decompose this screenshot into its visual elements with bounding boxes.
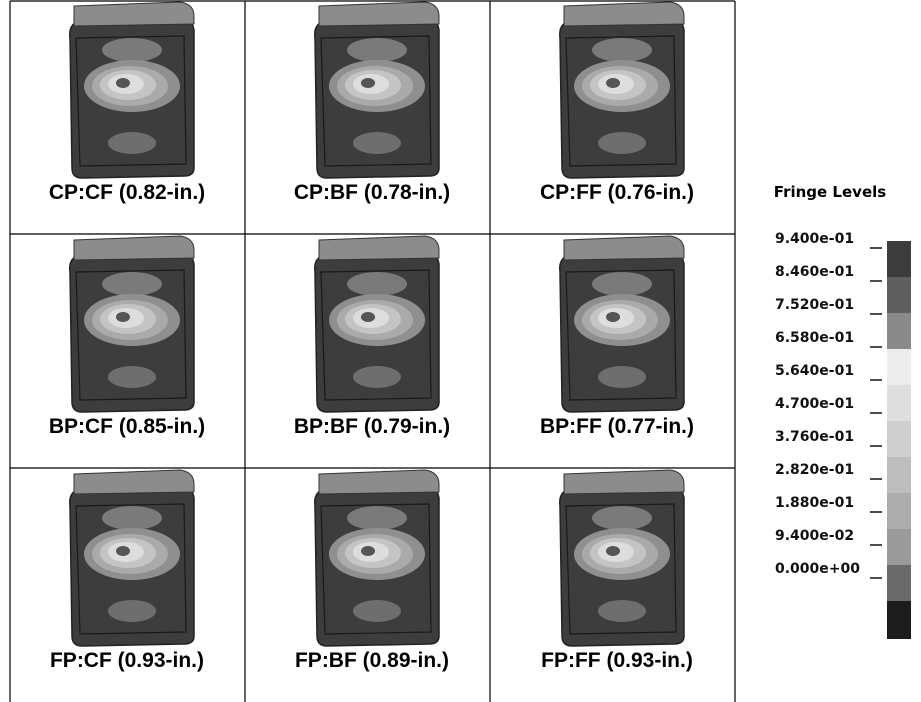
legend-level: 7.520e-01 [775,297,854,313]
legend-swatch [887,457,911,493]
seat-contour-image [314,1,440,179]
panel-label: BP:FF (0.77-in.) [540,415,694,438]
seat-contour-image [559,235,685,413]
panel-label: BP:BF (0.79-in.) [294,415,450,438]
legend-level: 3.760e-01 [775,429,854,445]
legend-level: 0.000e+00 [775,561,860,577]
panel-grid [9,0,736,702]
seat-contour-image [559,1,685,179]
legend-level: 2.820e-01 [775,462,854,478]
legend-swatch [887,421,911,457]
legend-swatch [887,601,911,639]
legend-swatch [887,241,911,277]
legend-level: 5.640e-01 [775,363,854,379]
seat-contour-image [314,235,440,413]
legend-level: 9.400e-01 [775,231,854,247]
legend-swatch [887,565,911,601]
panel-label: CP:FF (0.76-in.) [540,181,694,204]
legend-swatch [887,529,911,565]
legend-level: 6.580e-01 [775,330,854,346]
legend-bar [887,241,911,639]
panel-label: BP:CF (0.85-in.) [49,415,205,438]
legend-swatch [887,277,911,313]
seat-contour-image [559,469,685,647]
legend-swatch [887,349,911,385]
panel-label: FP:FF (0.93-in.) [541,649,693,672]
legend-level: 9.400e-02 [775,528,854,544]
seat-contour-image [69,235,195,413]
legend-level: 8.460e-01 [775,264,854,280]
legend-level: 4.700e-01 [775,396,854,412]
legend-title: Fringe Levels [774,183,886,201]
legend-level: 1.880e-01 [775,495,854,511]
legend-swatch [887,385,911,421]
legend-swatch [887,493,911,529]
seat-contour-image [69,1,195,179]
panel-label: FP:BF (0.89-in.) [295,649,449,672]
panel-label: CP:BF (0.78-in.) [294,181,450,204]
seat-contour-image [69,469,195,647]
panel-label: CP:CF (0.82-in.) [49,181,205,204]
seat-contour-image [314,469,440,647]
panel-label: FP:CF (0.93-in.) [50,649,204,672]
legend-swatch [887,313,911,349]
